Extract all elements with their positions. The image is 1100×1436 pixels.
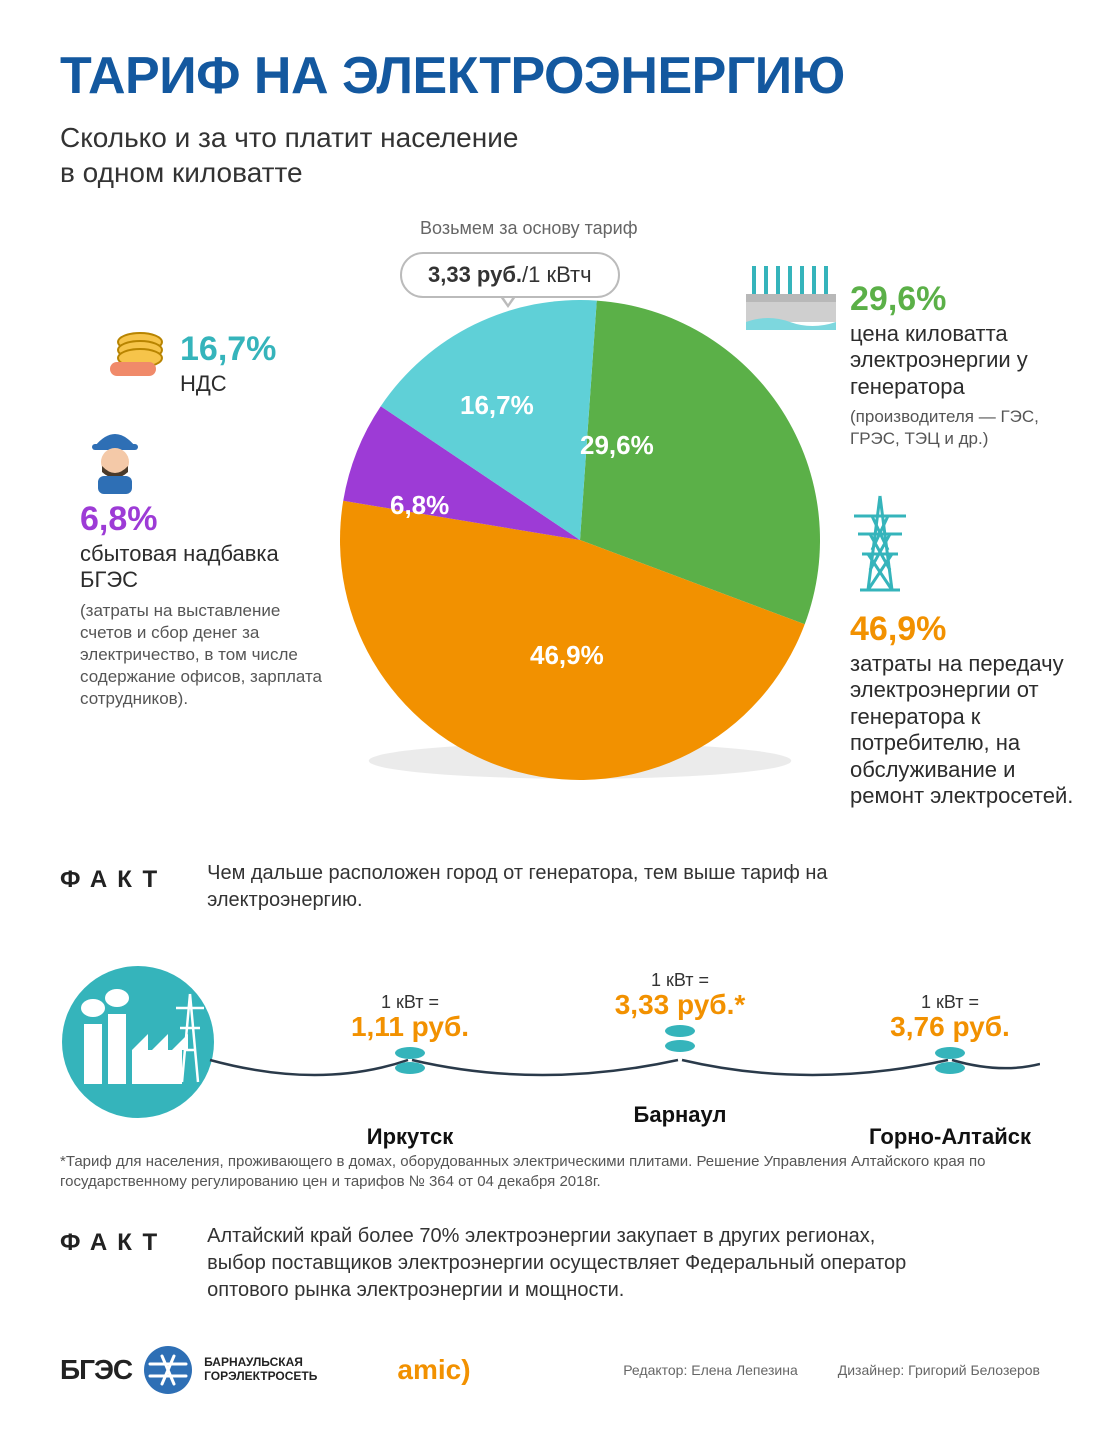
city-Горно-Алтайск: 1 кВт =3,76 руб. Горно-Алтайск xyxy=(850,992,1050,1150)
vat-label: НДС xyxy=(180,371,340,397)
footer: БГЭС БАРНАУЛЬСКАЯ ГОРЭЛЕКТРОСЕТЬ amic) Р… xyxy=(60,1344,1040,1396)
transfer-label: затраты на передачу электроэнергии от ге… xyxy=(850,651,1080,809)
city-Иркутск: 1 кВт =1,11 руб. Иркутск xyxy=(310,992,510,1150)
cityГорно-Алтайск-l2: 3,76 руб. xyxy=(850,1013,1050,1041)
vat-pct: 16,7% xyxy=(180,330,340,369)
pie-svg xyxy=(340,300,820,780)
insulator-icon xyxy=(935,1047,965,1074)
generator-note: (производителя — ГЭС, ГРЭС, ТЭЦ и др.) xyxy=(850,406,1070,450)
city-name: Иркутск xyxy=(310,1124,510,1150)
generator-label: цена киловатта электроэнергии у генерато… xyxy=(850,321,1070,400)
pill-rest: /1 кВтч xyxy=(522,262,592,287)
insulator-icon xyxy=(665,1025,695,1052)
slice-label-markup: 6,8% xyxy=(390,490,449,521)
fact-2-badge: ФАКТ xyxy=(60,1223,167,1257)
cityГорно-Алтайск-l1: 1 кВт = xyxy=(850,992,1050,1013)
city-name: Барнаул xyxy=(580,1102,780,1128)
logo-bges: БГЭС БАРНАУЛЬСКАЯ ГОРЭЛЕКТРОСЕТЬ xyxy=(60,1344,317,1396)
infographic-page: ТАРИФ НА ЭЛЕКТРОЭНЕРГИЮ Сколько и за что… xyxy=(0,0,1100,1436)
amic-accent-icon: ) xyxy=(461,1354,470,1385)
fact-1-text: Чем дальше расположен город от генератор… xyxy=(207,860,927,914)
bges-emblem-icon xyxy=(142,1344,194,1396)
fact-2: ФАКТ Алтайский край более 70% электроэне… xyxy=(60,1223,1040,1304)
pill-note: Возьмем за основу тариф xyxy=(420,218,638,239)
city-Барнаул: 1 кВт =3,33 руб.* Барнаул xyxy=(580,970,780,1128)
markup-note: (затраты на выставление счетов и сбор де… xyxy=(80,600,330,710)
credits-designer: Дизайнер: Григорий Белозеров xyxy=(838,1362,1040,1378)
city-name: Горно-Алтайск xyxy=(850,1124,1050,1150)
markup-pct: 6,8% xyxy=(80,500,330,539)
cities-row: 1 кВт =1,11 руб.Иркутск1 кВт =3,33 руб.*… xyxy=(60,934,1040,1134)
editor-label: Редактор: xyxy=(623,1362,691,1378)
callout-generator: 29,6% цена киловатта электроэнергии у ге… xyxy=(850,280,1070,450)
credits: Редактор: Елена Лепезина xyxy=(623,1362,798,1378)
cityБарнаул-l1: 1 кВт = xyxy=(580,970,780,991)
coins-icon xyxy=(100,324,170,384)
chart-area: Возьмем за основу тариф 3,33 руб./1 кВтч… xyxy=(60,210,1040,850)
slice-label-transfer: 46,9% xyxy=(530,640,604,671)
slice-label-vat: 16,7% xyxy=(460,390,534,421)
page-subtitle: Сколько и за что платит население в одно… xyxy=(60,120,1040,190)
editor-name: Елена Лепезина xyxy=(691,1362,798,1378)
fact-2-text: Алтайский край более 70% электроэнергии … xyxy=(207,1223,927,1304)
dam-icon xyxy=(740,260,840,330)
markup-label: сбытовая надбавка БГЭС xyxy=(80,541,330,594)
generator-pct: 29,6% xyxy=(850,280,1070,319)
bges-logo-sub: БАРНАУЛЬСКАЯ ГОРЭЛЕКТРОСЕТЬ xyxy=(204,1356,317,1382)
pie-chart xyxy=(340,300,820,785)
callout-transfer: 46,9% затраты на передачу электроэнергии… xyxy=(850,610,1080,815)
worker-icon xyxy=(80,414,150,494)
amic-text: amic xyxy=(397,1354,461,1385)
cityИркутск-l1: 1 кВт = xyxy=(310,992,510,1013)
cityБарнаул-l2: 3,33 руб.* xyxy=(580,991,780,1019)
fact-1: ФАКТ Чем дальше расположен город от гене… xyxy=(60,860,1040,914)
page-title: ТАРИФ НА ЭЛЕКТРОЭНЕРГИЮ xyxy=(60,50,1040,102)
insulator-icon xyxy=(395,1047,425,1074)
logo-amic: amic) xyxy=(397,1354,470,1386)
pylon-icon xyxy=(840,490,920,600)
footnote: *Тариф для населения, проживающего в дом… xyxy=(60,1152,1040,1193)
bges-logo-text: БГЭС xyxy=(60,1354,132,1386)
transfer-pct: 46,9% xyxy=(850,610,1080,649)
plant-icon xyxy=(60,954,230,1124)
pill-bold: 3,33 руб. xyxy=(428,262,522,287)
slice-label-generator: 29,6% xyxy=(580,430,654,461)
base-tariff-pill: 3,33 руб./1 кВтч xyxy=(400,252,620,298)
fact-1-badge: ФАКТ xyxy=(60,860,167,894)
designer-name: Григорий Белозеров xyxy=(908,1362,1040,1378)
cityИркутск-l2: 1,11 руб. xyxy=(310,1013,510,1041)
designer-label: Дизайнер: xyxy=(838,1362,908,1378)
callout-markup: 6,8% сбытовая надбавка БГЭС (затраты на … xyxy=(80,500,330,710)
callout-vat: 16,7% НДС xyxy=(180,330,340,403)
